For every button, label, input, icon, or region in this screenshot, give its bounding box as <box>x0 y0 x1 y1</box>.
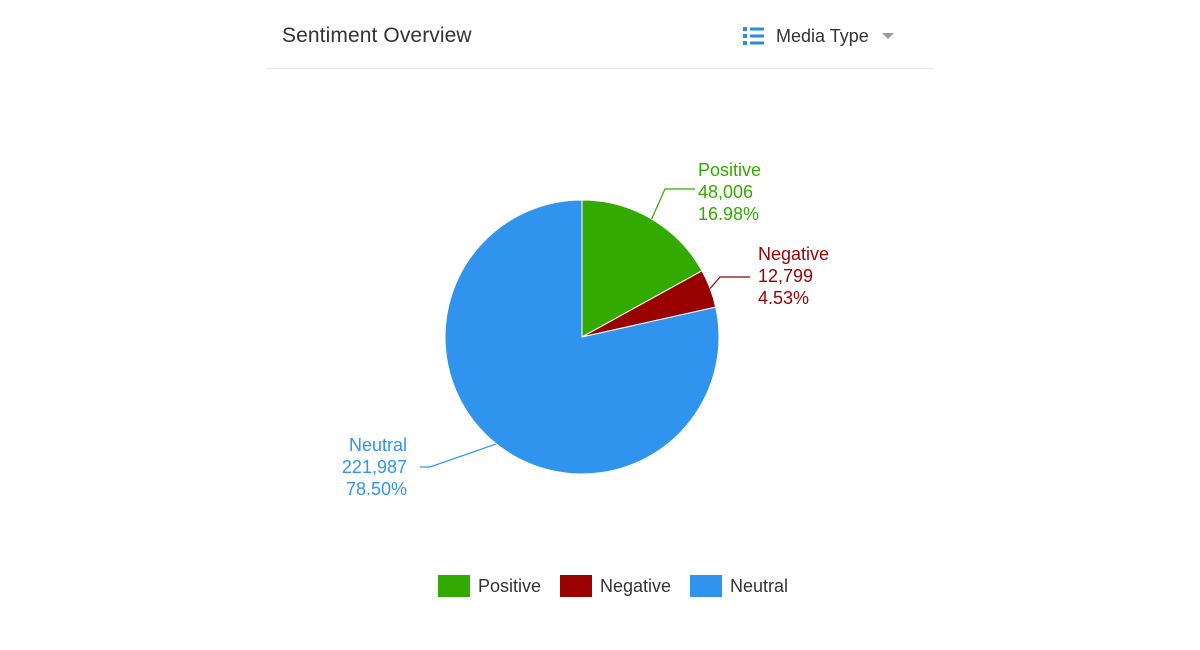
data-label-negative-name: Negative <box>758 244 829 264</box>
data-label-neutral-value: 221,987 <box>342 457 407 477</box>
legend-item-positive[interactable]: Positive <box>438 575 541 597</box>
list-icon <box>743 27 764 45</box>
media-type-dropdown[interactable]: Media Type <box>742 22 895 50</box>
data-label-positive-value: 48,006 <box>698 182 753 202</box>
sentiment-overview-widget: Sentiment Overview Media Type <box>266 0 934 650</box>
legend-label-positive: Positive <box>478 576 541 596</box>
widget-title: Sentiment Overview <box>282 24 472 47</box>
legend-label-neutral: Neutral <box>730 576 788 596</box>
data-label-neutral-name: Neutral <box>349 435 407 455</box>
data-label-positive-name: Positive <box>698 160 761 180</box>
legend-item-neutral[interactable]: Neutral <box>690 575 788 597</box>
chevron-down-icon <box>881 33 894 39</box>
data-label-negative-percent: 4.53% <box>758 288 809 308</box>
leader-line-negative <box>709 276 750 289</box>
legend-item-negative[interactable]: Negative <box>560 575 671 597</box>
legend-swatch-positive <box>438 575 470 597</box>
media-type-label: Media Type <box>776 25 869 46</box>
legend-swatch-negative <box>560 575 592 597</box>
data-label-neutral-percent: 78.50% <box>346 479 407 499</box>
leader-line-neutral <box>420 443 497 468</box>
pie-slice-positive[interactable] <box>581 199 703 338</box>
data-label-negative-value: 12,799 <box>758 266 813 286</box>
legend-swatch-neutral <box>690 575 722 597</box>
data-label-positive-percent: 16.98% <box>698 204 759 224</box>
leader-line-positive <box>651 188 695 220</box>
pie-slice-neutral[interactable] <box>444 199 720 475</box>
widget-header: Sentiment Overview Media Type <box>266 0 934 69</box>
legend-label-negative: Negative <box>600 576 671 596</box>
